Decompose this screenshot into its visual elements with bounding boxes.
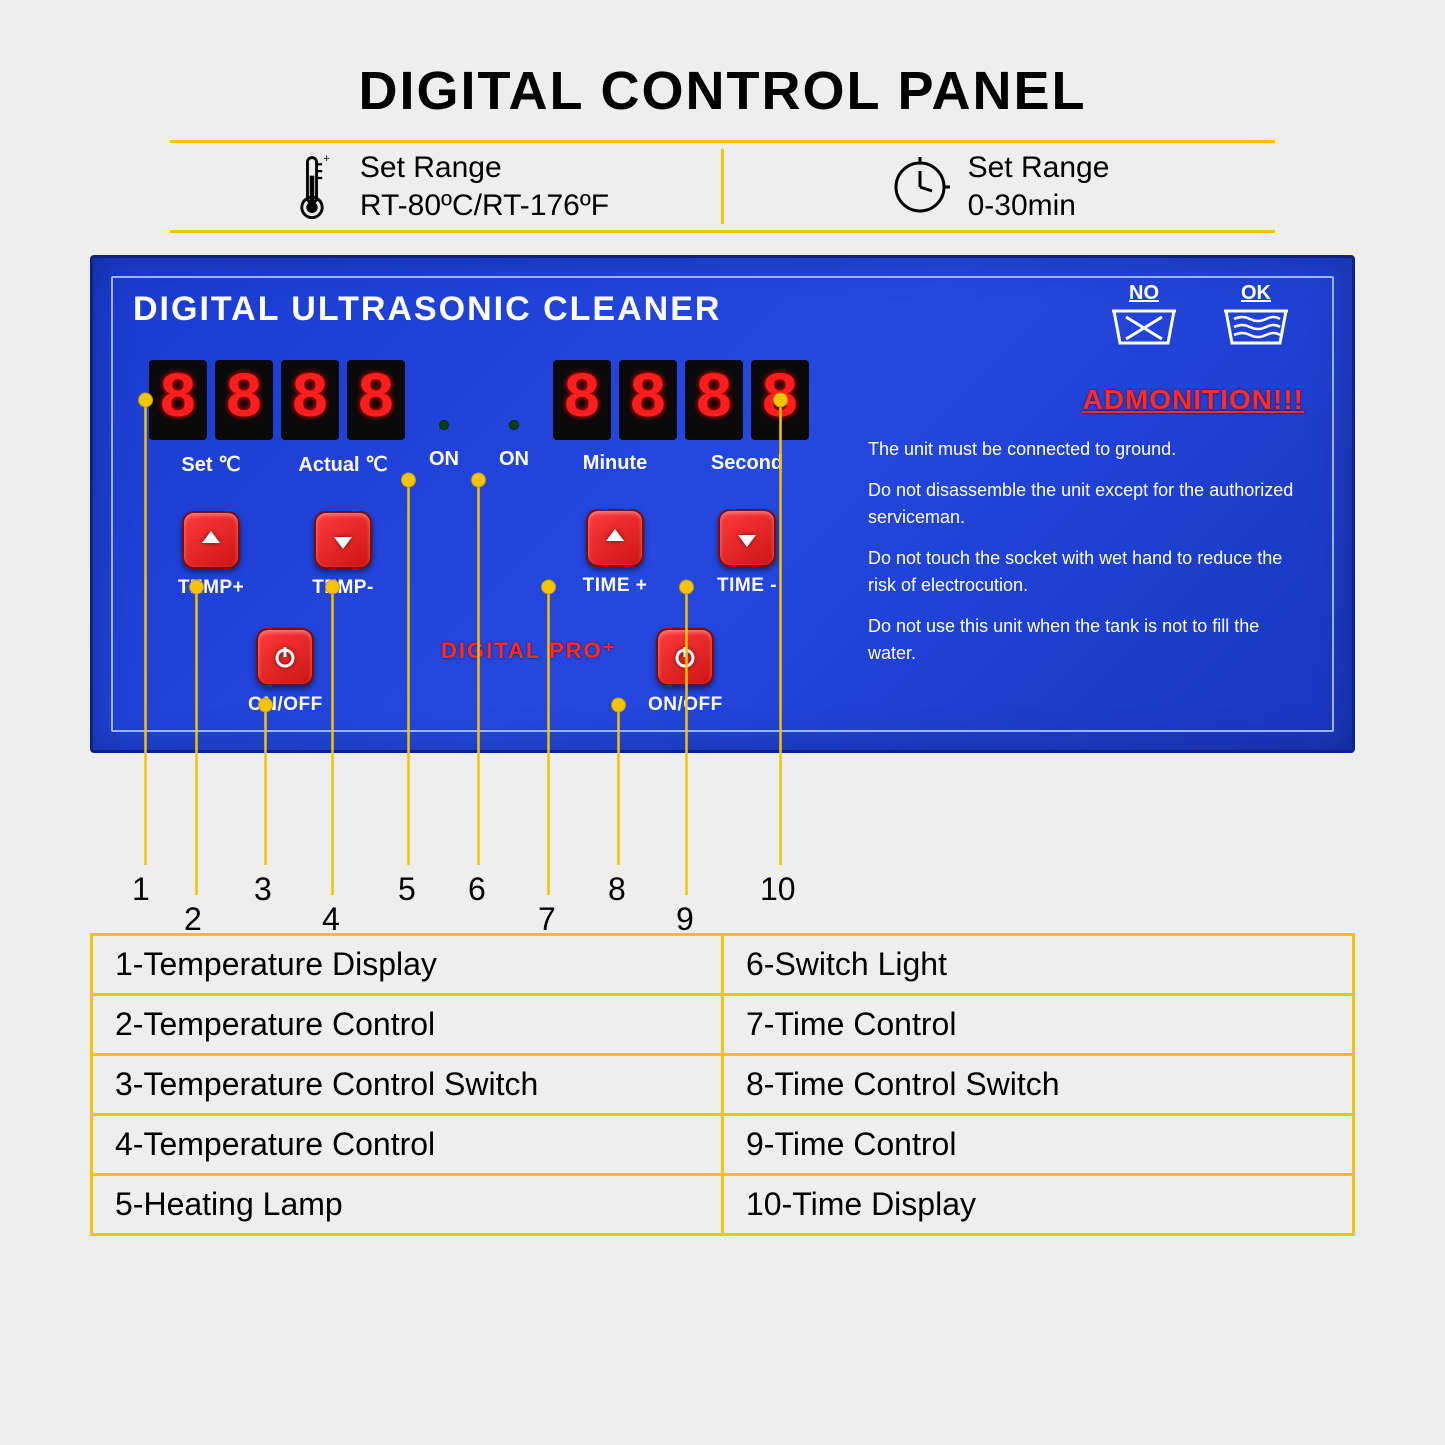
time-plus-label: TIME + — [583, 575, 648, 597]
page-title: DIGITAL CONTROL PANEL — [90, 60, 1355, 122]
temp-minus-button[interactable] — [314, 511, 372, 569]
minute-display: 8 8 — [553, 360, 677, 440]
time-onoff-label: ON/OFF — [648, 694, 723, 716]
callout-number: 4 — [322, 901, 340, 938]
actual-temp-display: 8 8 — [281, 360, 405, 440]
legend-cell: 6-Switch Light — [723, 935, 1354, 995]
warning-text: Do not use this unit when the tank is no… — [868, 613, 1308, 667]
panel-title: DIGITAL ULTRASONIC CLEANER — [133, 290, 721, 329]
callout-number: 6 — [468, 871, 486, 908]
legend-cell: 2-Temperature Control — [92, 995, 723, 1055]
temp-plus-button[interactable] — [182, 511, 240, 569]
clock-icon — [890, 153, 950, 221]
minute-label: Minute — [583, 452, 647, 475]
temp-range-label: Set Range — [360, 149, 609, 187]
legend-cell: 7-Time Control — [723, 995, 1354, 1055]
set-temp-display: 8 8 — [149, 360, 273, 440]
actual-temp-label: Actual ℃ — [298, 452, 387, 477]
panel-logo: DIGITAL PRO⁺ — [441, 638, 616, 664]
callout-number: 5 — [398, 871, 416, 908]
time-onoff-button[interactable] — [656, 628, 714, 686]
time-range-value: 0-30min — [968, 187, 1110, 225]
callout-number: 9 — [676, 901, 694, 938]
callout-number: 3 — [254, 871, 272, 908]
legend-cell: 4-Temperature Control — [92, 1115, 723, 1175]
switch-light-led — [509, 420, 519, 430]
temp-onoff-label: ON/OFF — [248, 694, 323, 716]
temp-range: + Set Range RT-80ºC/RT-176ºF — [170, 149, 724, 224]
legend-cell: 1-Temperature Display — [92, 935, 723, 995]
time-range-label: Set Range — [968, 149, 1110, 187]
on-label-2: ON — [499, 448, 529, 471]
callout-number: 7 — [538, 901, 556, 938]
no-wash-icon: NO — [1108, 282, 1180, 354]
warnings-block: The unit must be connected to ground. Do… — [868, 436, 1308, 681]
legend-table: 1-Temperature Display6-Switch Light 2-Te… — [90, 933, 1355, 1236]
heating-lamp-led — [439, 420, 449, 430]
second-label: Second — [711, 452, 783, 475]
warning-text: The unit must be connected to ground. — [868, 436, 1308, 463]
ok-wash-icon: OK — [1220, 282, 1292, 354]
legend-cell: 5-Heating Lamp — [92, 1175, 723, 1235]
warning-text: Do not touch the socket with wet hand to… — [868, 545, 1308, 599]
time-plus-button[interactable] — [586, 509, 644, 567]
warning-text: Do not disassemble the unit except for t… — [868, 477, 1308, 531]
ranges-bar: + Set Range RT-80ºC/RT-176ºF Set Range 0… — [170, 140, 1275, 233]
admonition-heading: ADMONITION!!! — [1083, 384, 1304, 416]
temp-minus-label: TEMP- — [312, 577, 374, 599]
svg-text:+: + — [323, 153, 330, 165]
on-label-1: ON — [429, 448, 459, 471]
legend-cell: 8-Time Control Switch — [723, 1055, 1354, 1115]
time-range: Set Range 0-30min — [724, 149, 1275, 224]
second-display: 8 8 — [685, 360, 809, 440]
control-panel: DIGITAL ULTRASONIC CLEANER NO OK — [90, 255, 1355, 753]
temp-onoff-button[interactable] — [256, 628, 314, 686]
callout-number: 10 — [760, 871, 796, 908]
legend-cell: 10-Time Display — [723, 1175, 1354, 1235]
time-minus-button[interactable] — [718, 509, 776, 567]
thermometer-icon: + — [282, 153, 342, 221]
callout-number: 8 — [608, 871, 626, 908]
legend-cell: 3-Temperature Control Switch — [92, 1055, 723, 1115]
temp-plus-label: TEMP+ — [178, 577, 244, 599]
time-minus-label: TIME - — [717, 575, 777, 597]
temp-range-value: RT-80ºC/RT-176ºF — [360, 187, 609, 225]
callout-number: 1 — [132, 871, 150, 908]
callout-number: 2 — [184, 901, 202, 938]
legend-cell: 9-Time Control — [723, 1115, 1354, 1175]
set-temp-label: Set ℃ — [181, 452, 240, 477]
